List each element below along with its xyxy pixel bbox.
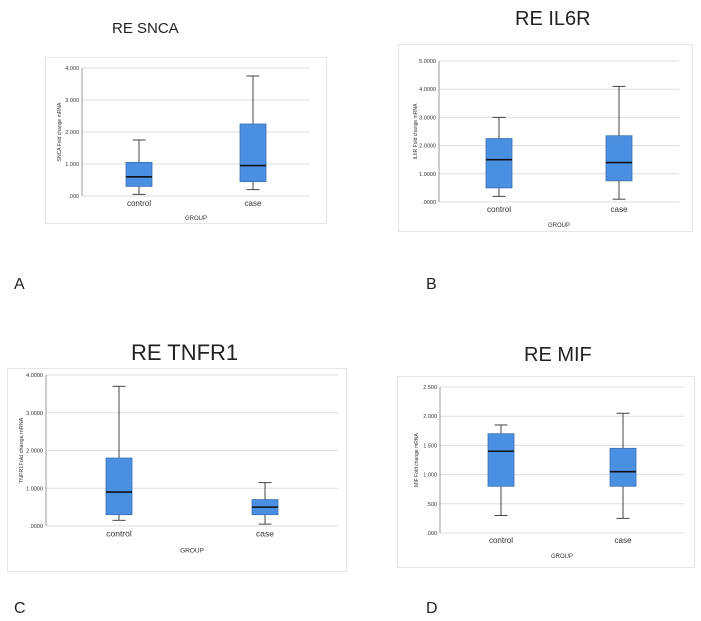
y-tick-label: 1.0000: [419, 172, 436, 178]
boxplot-chart-mif: .000 .500 1.000 1.500 2.000 2.500 MIF Fold cha…: [414, 385, 684, 560]
y-axis-label: SNCA Fold change mRNA: [57, 102, 63, 161]
chart-title: RE MIF: [524, 344, 592, 366]
chart-title: RE SNCA: [112, 20, 179, 37]
y-axis-label: MIF Fold change mRNA: [414, 433, 420, 487]
y-tick-label: 2.0000: [419, 144, 436, 150]
y-axis-label: IL6R Fold change mRNA: [413, 103, 419, 159]
y-tick-label: 4.0000: [26, 373, 43, 379]
panel-b: RE IL6R .0000 1.0000 2.0000 3.0000 4.0000 5.0…: [350, 0, 701, 300]
y-tick-label: .0000: [422, 200, 436, 206]
box-control: [125, 162, 153, 187]
panel-label: B: [426, 276, 437, 293]
x-tick-label: control: [127, 199, 151, 208]
box-case: [609, 447, 637, 487]
x-tick-label: control: [487, 205, 511, 214]
y-tick-label: .000: [68, 194, 79, 200]
panel-a: RE SNCA .000 1.000 2.000 3.000 4.000 SNCA Fol…: [0, 0, 350, 300]
y-tick-label: 2.000: [65, 130, 79, 136]
y-tick-label: .000: [426, 531, 437, 537]
y-tick-label: 1.000: [65, 162, 79, 168]
x-tick-label: control: [106, 529, 132, 539]
y-tick-label: 1.500: [423, 443, 437, 449]
chart-frame: .000 1.000 2.000 3.000 4.000 SNCA Fold change…: [45, 57, 327, 224]
chart-title: RE TNFR1: [131, 340, 239, 365]
box-control: [105, 457, 133, 516]
box-case: [605, 135, 633, 182]
y-tick-label: 2.0000: [26, 449, 43, 455]
panel-label: C: [14, 600, 26, 617]
boxplot-chart-tnfr1: .0000 1.0000 2.0000 3.0000 4.0000 TNFR1Fold c…: [19, 373, 338, 555]
chart-frame: .0000 1.0000 2.0000 3.0000 4.0000 TNFR1Fold c…: [7, 368, 347, 572]
y-tick-label: 3.0000: [26, 411, 43, 417]
box-case: [239, 123, 267, 182]
y-axis-label: TNFR1Fold change mRNA: [19, 417, 25, 483]
panel-c: RE TNFR1 .0000 1.0000 2.0000 3.0000 4.0000 TN…: [0, 310, 350, 621]
y-tick-label: 3.000: [65, 98, 79, 104]
boxplot-chart-snca: .000 1.000 2.000 3.000 4.000 SNCA Fold change…: [57, 66, 310, 222]
chart-title: RE IL6R: [515, 8, 591, 30]
y-tick-label: 1.0000: [26, 486, 43, 492]
y-tick-label: 5.0000: [419, 59, 436, 65]
x-axis-label: GROUP: [180, 548, 204, 555]
y-tick-label: 4.0000: [419, 87, 436, 93]
x-tick-label: case: [245, 199, 262, 208]
panel-label: A: [14, 276, 25, 293]
panel-label: D: [426, 600, 438, 617]
boxplot-chart-il6r: .0000 1.0000 2.0000 3.0000 4.0000 5.0000 IL6R …: [413, 59, 679, 229]
y-tick-label: 1.000: [423, 473, 437, 479]
box-control: [485, 138, 513, 189]
panel-d: RE MIF .000 .500 1.000 1.500 2.000 2.500 MIF F…: [350, 310, 701, 621]
chart-frame: .0000 1.0000 2.0000 3.0000 4.0000 5.0000 IL6R …: [398, 44, 693, 232]
y-tick-label: 2.500: [423, 385, 437, 391]
y-tick-label: 3.0000: [419, 115, 436, 121]
chart-frame: .000 .500 1.000 1.500 2.000 2.500 MIF Fold cha…: [397, 376, 695, 568]
x-tick-label: case: [615, 536, 632, 545]
box-control: [487, 433, 515, 487]
x-tick-label: case: [611, 205, 628, 214]
x-axis-label: GROUP: [551, 554, 573, 560]
x-tick-label: case: [256, 529, 274, 539]
x-axis-label: GROUP: [185, 216, 207, 222]
y-tick-label: 4.000: [65, 66, 79, 72]
x-axis-label: GROUP: [548, 223, 570, 229]
y-tick-label: 2.000: [423, 414, 437, 420]
y-tick-label: .0000: [29, 524, 43, 530]
y-tick-label: .500: [426, 502, 437, 508]
x-tick-label: control: [489, 536, 513, 545]
